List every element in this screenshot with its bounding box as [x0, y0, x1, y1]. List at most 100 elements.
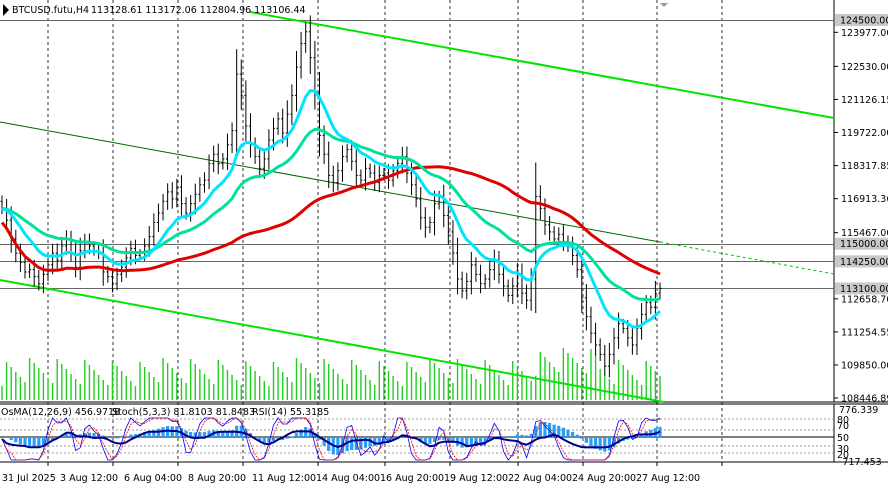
osma-bar: [161, 427, 165, 437]
osma-bar: [580, 437, 584, 439]
osma-bar: [603, 437, 607, 452]
osma-bar: [221, 431, 225, 437]
level-price-label: 115000.00: [840, 239, 888, 250]
price-tick-label: 108446.89: [841, 394, 888, 405]
osma-bar: [432, 437, 437, 443]
osma-bar: [83, 433, 87, 437]
osma-bar: [570, 431, 575, 437]
osma-bar: [501, 436, 506, 437]
osma-bar: [511, 436, 515, 437]
time-axis: 31 Jul 2025 3 Aug 12:00 6 Aug 04:00 8 Aug 2…: [2, 462, 723, 484]
osma-bar: [598, 437, 602, 451]
osma-bar: [423, 437, 427, 444]
rsi-line: [1, 429, 661, 449]
osma-bar: [377, 437, 381, 445]
osma-bar: [391, 437, 395, 441]
osma-bar: [115, 437, 119, 439]
price-tick-label: 121126.15: [841, 95, 888, 106]
osma-bar: [299, 429, 303, 437]
osma-bar: [276, 437, 280, 440]
osma-bar: [207, 431, 211, 437]
osma-bar: [317, 437, 322, 440]
osma-bar: [593, 437, 598, 449]
time-tick-label: 8 Aug 20:00: [188, 473, 246, 484]
osma-bar: [5, 437, 9, 438]
stoch-level-label: 70: [837, 421, 849, 432]
price-tick-label: 115467.00: [841, 228, 888, 239]
osma-bar: [327, 437, 331, 452]
osma-bar: [446, 437, 450, 441]
osma-bar: [543, 421, 547, 437]
price-tick-label: 123977.00: [841, 28, 888, 39]
osma-bar: [589, 437, 593, 447]
scroll-marker-icon[interactable]: [660, 3, 668, 7]
price-tick-label: 116913.36: [841, 194, 888, 205]
osma-bar: [557, 425, 561, 437]
stoch-level-label: 50: [837, 433, 849, 444]
time-tick-label: 19 Aug 12:00: [444, 473, 508, 484]
osma-bar: [639, 434, 644, 437]
osma-bar: [51, 437, 55, 441]
osma-bar: [368, 437, 372, 447]
stoch-level-label: 20: [837, 450, 849, 461]
osma-label: OsMA(12,26,9) 456.9718: [1, 407, 120, 418]
osma-bar: [607, 437, 611, 451]
osma-bar: [239, 425, 243, 437]
osma-bar: [202, 432, 207, 437]
osma-bar: [483, 437, 487, 442]
osma-bar: [147, 431, 151, 437]
osma-bar: [552, 424, 556, 437]
price-tick-label: 122530.00: [841, 62, 888, 73]
ema-cyan-line: [1, 89, 662, 329]
price-tick-label: 109850.00: [841, 360, 888, 371]
time-tick-label: 16 Aug 20:00: [380, 473, 444, 484]
symbol-label: BTCUSD.futu,H4: [12, 5, 89, 16]
level-price-box: [835, 14, 888, 26]
price-tick-label: 118317.85: [841, 161, 888, 172]
osma-bar: [626, 437, 630, 440]
osma-bar: [262, 437, 266, 443]
osma-bar: [515, 434, 519, 437]
osma-bar: [9, 437, 13, 441]
time-tick-label: 24 Aug 20:00: [572, 473, 636, 484]
osma-bar: [124, 436, 128, 437]
osma-bar: [308, 428, 312, 437]
osma-bar: [23, 437, 27, 446]
osma-bar: [488, 437, 492, 440]
osma-bar: [230, 430, 234, 437]
time-tick-label: 27 Aug 12:00: [636, 473, 700, 484]
time-tick-label: 14 Aug 04:00: [316, 473, 380, 484]
time-tick-label: 6 Aug 04:00: [124, 473, 182, 484]
osma-bar: [616, 437, 621, 444]
time-tick-label: 31 Jul 2025: [2, 473, 56, 484]
ohlc-label: 113128.61 113172.06 112804.96 113106.44: [91, 5, 306, 16]
osma-bar: [354, 437, 358, 450]
price-tick-label: 112658.70: [841, 294, 888, 305]
osma-bar: [474, 437, 478, 444]
osma-bar: [529, 433, 533, 437]
osma-bar: [14, 437, 18, 443]
channel-lower-line[interactable]: [0, 279, 665, 403]
level-price-box: [835, 237, 888, 250]
osma-bar: [69, 433, 73, 437]
osma-bar: [469, 437, 473, 446]
channel-upper-line[interactable]: [249, 11, 835, 119]
stoch-level-label: 80: [837, 415, 849, 426]
osma-bar: [363, 437, 368, 448]
stoch-signal-line: [1, 416, 660, 461]
price-tick-label: 111254.55: [841, 327, 888, 338]
osma-bar: [428, 437, 432, 444]
osma-bar: [451, 437, 455, 443]
osma-bar: [520, 434, 524, 437]
osma-bar: [612, 437, 616, 448]
osma-bar: [382, 437, 386, 444]
collapse-arrow-icon[interactable]: [3, 4, 9, 16]
osma-bar: [478, 437, 483, 444]
osma-bar: [465, 437, 469, 448]
osma-bar: [497, 435, 501, 437]
osma-bar: [133, 434, 138, 437]
ma-red-line: [0, 165, 661, 276]
osma-bar: [37, 437, 41, 447]
